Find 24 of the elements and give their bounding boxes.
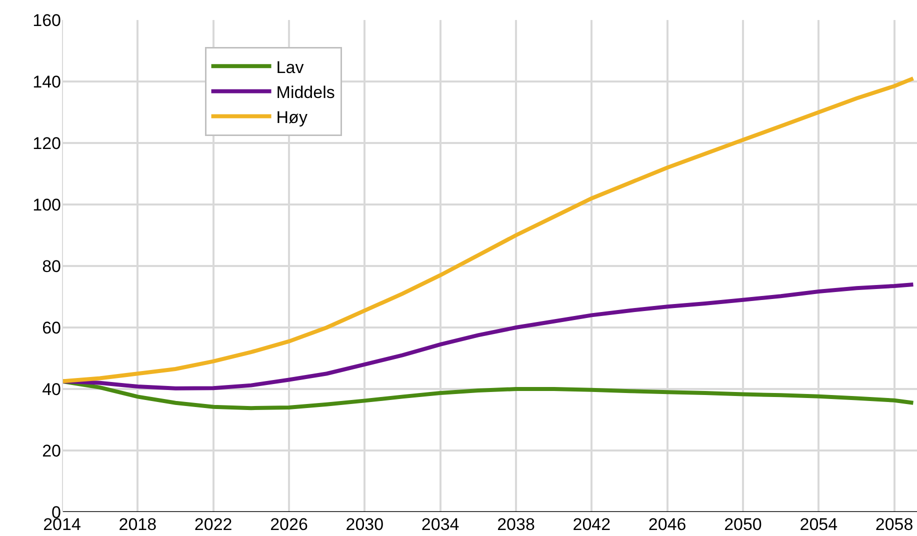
- legend-label: Lav: [276, 58, 304, 77]
- x-tick-label: 2050: [724, 515, 762, 534]
- y-tick-label: 40: [42, 380, 61, 399]
- y-tick-label: 140: [32, 72, 61, 92]
- line-series: [62, 282, 916, 390]
- legend-label: Høy: [276, 108, 308, 127]
- x-tick-label: 2018: [118, 515, 157, 534]
- x-tick-label: 2042: [572, 515, 611, 534]
- y-tick-label: 20: [42, 441, 61, 460]
- x-tick-label: 2046: [648, 515, 686, 534]
- x-tick-label: 2022: [194, 515, 232, 534]
- y-tick-label: 160: [32, 10, 61, 30]
- x-tick-label: 2038: [497, 515, 535, 534]
- x-tick-label: 2054: [800, 515, 838, 534]
- y-tick-label: 100: [32, 195, 61, 214]
- x-tick-label: 2030: [346, 515, 384, 534]
- y-tick-label: 60: [42, 318, 61, 338]
- legend-label: Middels: [276, 82, 335, 102]
- line-series: [62, 76, 916, 384]
- x-tick-label: 2026: [270, 515, 308, 534]
- y-tick-label: 120: [32, 134, 61, 153]
- x-tick-label: 2058: [875, 515, 914, 534]
- y-tick-label: 80: [42, 256, 61, 276]
- x-tick-label: 2034: [421, 515, 460, 534]
